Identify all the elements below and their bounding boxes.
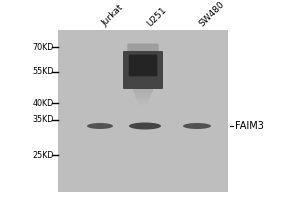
Bar (134, 90, 153, 92)
FancyBboxPatch shape (123, 51, 163, 89)
Bar (138, 101, 148, 103)
Text: 55KD: 55KD (32, 68, 54, 76)
Text: 70KD: 70KD (33, 43, 54, 51)
Bar (58, 30, 228, 192)
Bar (134, 92, 152, 94)
Text: 25KD: 25KD (32, 150, 54, 160)
Ellipse shape (183, 123, 211, 129)
Text: Jurkat: Jurkat (100, 3, 125, 28)
Text: SW480: SW480 (197, 0, 226, 28)
Text: FAIM3: FAIM3 (235, 121, 264, 131)
Bar (135, 94, 151, 97)
Bar (136, 97, 150, 99)
Text: U251: U251 (145, 5, 168, 28)
Bar (133, 88, 154, 90)
FancyBboxPatch shape (127, 44, 159, 54)
Text: 35KD: 35KD (33, 116, 54, 124)
Text: 40KD: 40KD (33, 98, 54, 108)
Bar (137, 99, 149, 101)
FancyBboxPatch shape (129, 55, 157, 76)
Ellipse shape (87, 123, 113, 129)
Ellipse shape (129, 122, 161, 130)
Bar (138, 103, 148, 105)
